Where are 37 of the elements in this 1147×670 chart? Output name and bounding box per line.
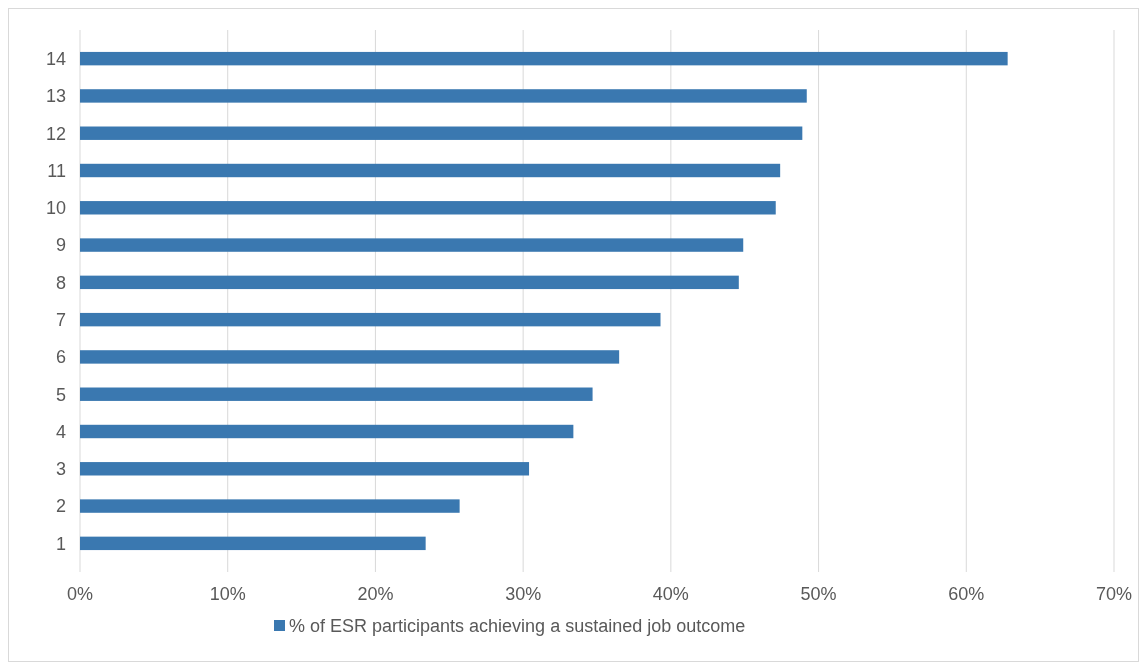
y-tick-label: 5 [55,384,66,405]
x-tick-label: 20% [357,584,394,604]
bar [80,51,1008,66]
y-tick-label: 3 [55,459,66,480]
bar [80,350,620,364]
y-tick-label: 1 [55,533,66,554]
bar [80,462,530,476]
x-tick-label: 70% [1095,584,1133,604]
bar [80,499,460,513]
bar [80,387,593,401]
x-tick-label: 10% [209,584,246,604]
y-tick-label: 7 [55,309,66,330]
x-tick-label: 30% [505,584,542,604]
y-tick-label: 6 [55,347,66,368]
bar [80,201,776,215]
x-tick-label: 60% [948,584,985,604]
bar [80,163,781,178]
bar [80,312,661,327]
bar [80,536,426,551]
legend-label: % of ESR participants achieving a sustained job outcome [289,616,746,637]
bar [80,126,803,140]
x-tick-label: 50% [800,584,837,604]
bar [80,275,739,290]
x-tick-label: 40% [652,584,689,604]
y-tick-label: 9 [55,235,66,256]
y-tick-label: 14 [45,48,66,69]
y-tick-label: 13 [45,86,66,107]
y-tick-label: 4 [55,421,66,442]
y-tick-label: 10 [45,198,66,219]
x-tick-label: 0% [66,584,94,604]
y-tick-label: 12 [45,123,66,144]
bar [80,424,574,439]
bar [80,238,744,252]
y-tick-label: 2 [55,496,66,517]
bar [80,89,807,103]
y-tick-label: 11 [47,160,66,181]
y-tick-label: 8 [55,272,66,293]
